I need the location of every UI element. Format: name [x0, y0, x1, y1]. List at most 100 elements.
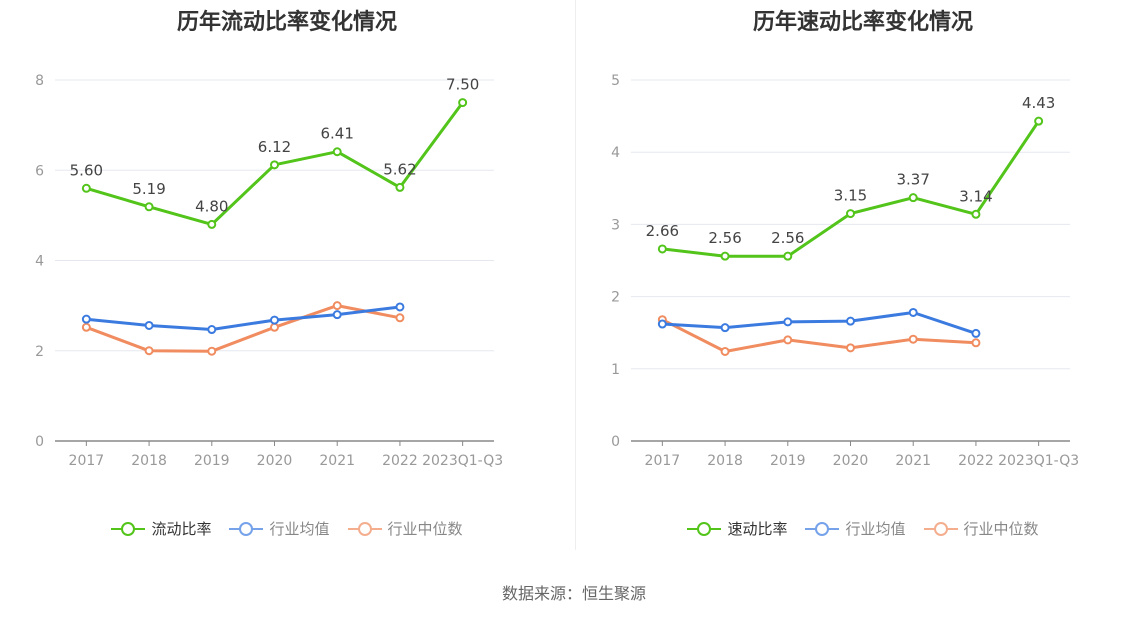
y-tick-label: 2	[611, 290, 620, 306]
current-ratio-legend: 流动比率 行业均值 行业中位数	[0, 518, 574, 539]
data-point	[783, 335, 793, 345]
data-point	[207, 325, 217, 335]
legend-item[interactable]: 流动比率	[111, 518, 211, 539]
x-tick-label: 2023Q1-Q3	[422, 453, 503, 469]
legend-label: 速动比率	[727, 520, 788, 538]
data-point	[207, 346, 217, 356]
legend-label: 流动比率	[151, 520, 212, 538]
y-tick-label: 4	[35, 254, 44, 270]
data-point	[144, 202, 154, 212]
chart-title: 历年流动比率变化情况	[176, 10, 397, 35]
data-point	[657, 244, 667, 254]
data-point	[332, 310, 342, 320]
x-tick-label: 2018	[707, 453, 743, 469]
data-point	[270, 315, 279, 325]
quick-ratio-chart: 0 1 2 3 4 5 2017 2018 2019 2020 2021 2022 2023Q1-Q3 2…	[611, 73, 1079, 469]
chart-title: 历年速动比率变化情况	[752, 10, 973, 35]
data-point	[395, 182, 405, 192]
data-label: 2.66	[646, 222, 679, 240]
data-point	[908, 334, 918, 344]
data-label: 6.41	[321, 125, 354, 143]
data-point	[395, 302, 405, 312]
y-tick-label: 8	[35, 73, 44, 89]
y-tick-label: 1	[611, 362, 620, 378]
data-label: 4.80	[195, 197, 228, 215]
legend-label: 行业中位数	[387, 520, 463, 538]
data-label: 2.56	[708, 229, 741, 247]
data-label: 4.43	[1022, 94, 1055, 112]
data-point	[270, 322, 279, 332]
y-tick-label: 2	[35, 344, 44, 360]
y-tick-label: 0	[611, 434, 620, 450]
data-point	[971, 328, 981, 338]
quick-ratio-panel: 历年速动比率变化情况 0 1 2 3 4 5 2017 2018 2019 2020 2021 202…	[576, 0, 1148, 550]
data-label: 3.14	[959, 187, 992, 205]
data-label: 3.15	[834, 187, 867, 205]
data-point	[332, 301, 342, 311]
current-ratio-panel: 历年流动比率变化情况 0 2 4 6 8 2017 2018 2019 2020 2021 2022…	[0, 0, 574, 550]
data-point	[846, 209, 855, 219]
series-line-2	[85, 304, 401, 353]
data-point	[720, 251, 730, 261]
series-line-2	[661, 318, 976, 353]
x-tick-label: 2021	[319, 453, 355, 469]
legend-item[interactable]: 行业均值	[229, 518, 330, 539]
data-point	[332, 147, 342, 157]
data-point	[458, 98, 468, 108]
data-source: 数据来源：恒生聚源	[501, 584, 646, 603]
x-tick-label: 2019	[770, 453, 806, 469]
x-tick-label: 2019	[194, 453, 230, 469]
data-label: 2.56	[771, 229, 804, 247]
current-ratio-chart: 0 2 4 6 8 2017 2018 2019 2020 2021 2022 2023Q1-Q3 5.…	[35, 73, 503, 469]
data-point	[783, 251, 793, 261]
data-point	[270, 160, 279, 170]
data-point	[783, 317, 793, 327]
data-point	[1034, 116, 1044, 126]
legend-label: 行业均值	[845, 520, 906, 538]
panel-divider	[575, 0, 576, 550]
x-tick-label: 2022	[958, 453, 994, 469]
data-point	[207, 219, 217, 229]
data-point	[720, 323, 730, 333]
legend-line-icon	[347, 520, 382, 538]
x-tick-label: 2020	[257, 453, 293, 469]
legend-line-icon	[687, 520, 722, 538]
y-tick-label: 6	[35, 163, 44, 179]
x-tick-label: 2017	[645, 453, 681, 469]
data-point	[657, 319, 667, 329]
legend-label: 行业中位数	[963, 520, 1039, 538]
legend-item[interactable]: 速动比率	[687, 518, 787, 539]
x-tick-label: 2022	[382, 453, 418, 469]
legend-line-icon	[229, 520, 264, 538]
x-tick-label: 2017	[69, 453, 105, 469]
data-label: 3.37	[897, 171, 930, 189]
data-label: 5.19	[132, 180, 165, 198]
data-point	[846, 343, 855, 353]
data-point	[81, 183, 91, 193]
y-tick-label: 5	[611, 73, 620, 89]
data-label: 5.62	[383, 160, 416, 178]
data-point	[720, 346, 730, 356]
data-point	[81, 322, 91, 332]
x-tick-label: 2018	[131, 453, 167, 469]
data-point	[81, 314, 91, 324]
legend-item[interactable]: 行业中位数	[347, 518, 463, 539]
x-tick-label: 2021	[895, 453, 931, 469]
legend-line-icon	[923, 520, 958, 538]
legend-line-icon	[805, 520, 840, 538]
legend-label: 行业均值	[269, 520, 330, 538]
y-tick-label: 3	[611, 217, 620, 233]
legend-item[interactable]: 行业均值	[805, 518, 906, 539]
series-line-1	[662, 311, 977, 335]
series-line-1	[86, 305, 401, 331]
data-point	[908, 307, 918, 317]
data-point	[144, 346, 154, 356]
y-tick-label: 0	[35, 434, 44, 450]
data-label: 7.50	[446, 76, 479, 94]
data-point	[908, 193, 918, 203]
data-point	[846, 316, 855, 326]
data-label: 6.12	[258, 138, 291, 156]
x-tick-label: 2020	[833, 453, 869, 469]
legend-item[interactable]: 行业中位数	[923, 518, 1039, 539]
data-point	[971, 338, 981, 348]
